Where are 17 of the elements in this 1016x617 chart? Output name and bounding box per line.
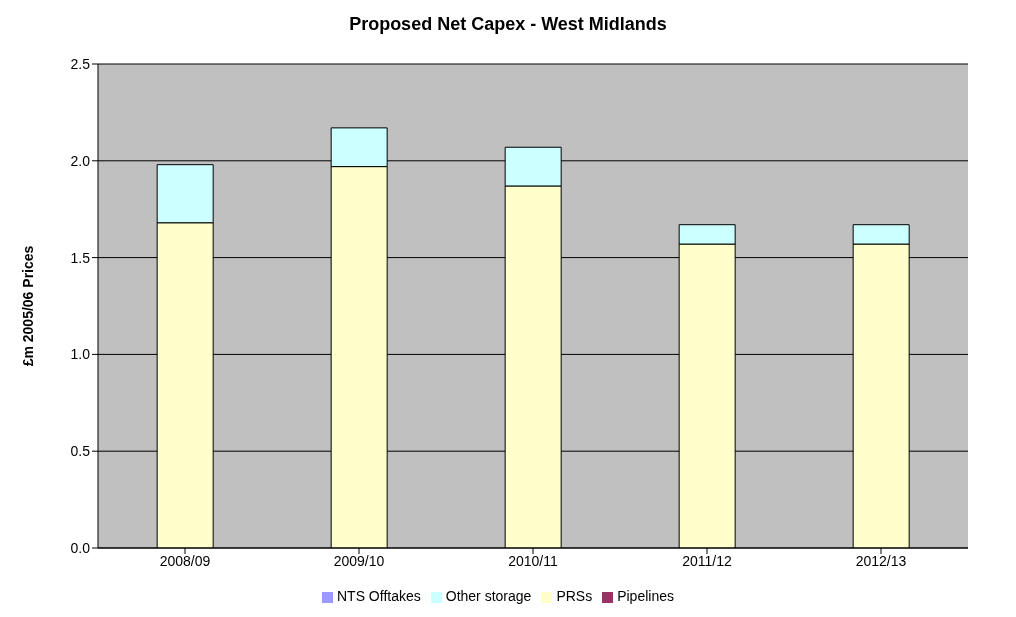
legend-label: Pipelines (617, 588, 674, 604)
x-tick-label: 2009/10 (333, 552, 385, 569)
y-tick-label: 2.0 (70, 152, 91, 169)
x-tick-label: 2011/12 (682, 552, 732, 569)
y-axis-title: £m 2005/06 Prices (19, 245, 36, 367)
legend-label: Other storage (445, 588, 532, 604)
y-tick-label: 1.0 (70, 346, 91, 363)
legend-label: NTS Offtakes (336, 588, 421, 604)
y-tick-label: 2.5 (70, 55, 91, 72)
x-tick-label: 2008/09 (159, 552, 211, 569)
x-tick-label: 2010/11 (508, 552, 558, 569)
chart-title: Proposed Net Capex - West Midlands (348, 14, 668, 36)
x-tick-label: 2012/13 (855, 552, 907, 569)
y-tick-label: 0.5 (70, 443, 91, 460)
y-tick-label: 0.0 (70, 539, 91, 556)
y-tick-label: 1.5 (70, 249, 91, 266)
legend-label: PRSs (556, 588, 593, 604)
